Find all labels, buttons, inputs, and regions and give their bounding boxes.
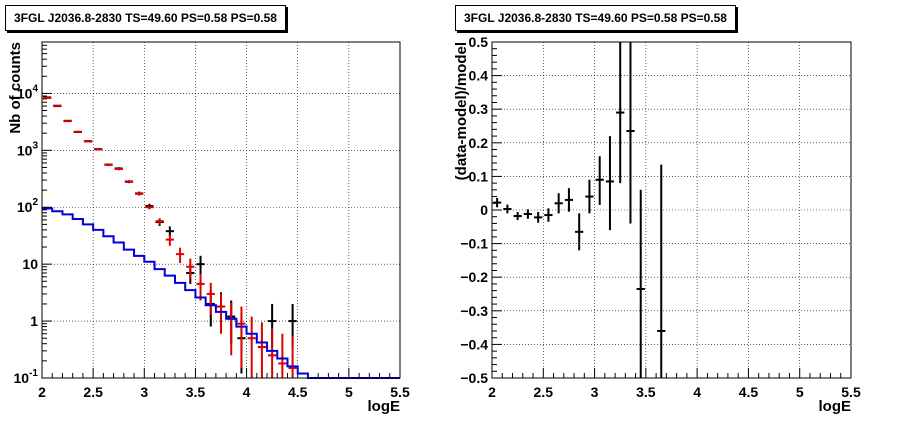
data-point [636, 189, 645, 378]
x-tick-label: 5.5 [390, 384, 410, 400]
chart-title-left: 3FGL J2036.8-2830 TS=49.60 PS=0.58 PS=0.… [5, 5, 286, 31]
model-point [145, 205, 154, 210]
model-point [135, 192, 144, 196]
x-tick-label: 3.5 [636, 384, 656, 400]
y-tick-label: 0.4 [469, 68, 489, 84]
x-tick-label: 4.5 [288, 384, 308, 400]
data-point [616, 42, 625, 184]
y-tick-label: 0.2 [469, 135, 489, 151]
model-point [83, 140, 93, 143]
y-tick-label: −0.4 [460, 336, 488, 352]
y-tick-label: 104 [17, 83, 39, 101]
data-point [575, 213, 584, 251]
data-point [493, 197, 502, 208]
y-tick-label: 0 [480, 202, 488, 218]
y-tick-label: 10-1 [14, 368, 39, 386]
y-tick-label: −0.5 [460, 370, 488, 386]
data-point [196, 255, 205, 275]
x-tick-label: 2.5 [83, 384, 103, 400]
model-point [175, 247, 185, 263]
model-point [53, 104, 62, 107]
x-axis-label: logE [819, 398, 852, 415]
x-tick-label: 3 [140, 384, 148, 400]
data-point [564, 188, 574, 212]
model-point [216, 293, 226, 334]
y-tick-label: 0.1 [469, 168, 489, 184]
x-tick-label: 4 [243, 384, 251, 400]
model-point [237, 306, 246, 368]
plot-frame [41, 41, 401, 379]
model-point [114, 167, 123, 171]
model-point [257, 322, 267, 378]
x-tick-label: 4 [693, 384, 701, 400]
y-tick-label: −0.1 [460, 236, 488, 252]
data-point [544, 208, 553, 222]
data-point [595, 156, 604, 205]
plot-frame [491, 41, 852, 379]
y-tick-label: −0.3 [460, 303, 488, 319]
x-tick-label: 3.5 [186, 384, 206, 400]
x-tick-label: 2 [38, 384, 46, 400]
data-point [626, 42, 635, 224]
data-point [523, 209, 533, 219]
data-point [554, 193, 563, 214]
x-tick-label: 2.5 [534, 384, 554, 400]
model-point [73, 130, 82, 133]
y-tick-label: 0.3 [469, 101, 489, 117]
chart-title-right: 3FGL J2036.8-2830 TS=49.60 PS=0.58 PS=0.… [455, 5, 736, 31]
x-tick-label: 5.5 [841, 384, 861, 400]
model-point [268, 328, 277, 378]
x-tick-label: 3 [591, 384, 599, 400]
x-tick-label: 5 [796, 384, 804, 400]
x-axis-label: logE [368, 398, 401, 415]
x-tick-label: 2 [488, 384, 496, 400]
data-point [585, 179, 594, 214]
model-point [124, 180, 134, 183]
y-tick-label: 102 [17, 197, 39, 215]
y-tick-label: −0.2 [460, 269, 488, 285]
y-axis-label: (data-model)/model [453, 42, 470, 180]
data-point [534, 212, 543, 223]
model-point [155, 218, 164, 225]
model-point [196, 274, 205, 301]
model-point [288, 335, 297, 378]
model-step-line [42, 207, 400, 379]
chart-title-left-text: 3FGL J2036.8-2830 TS=49.60 PS=0.58 PS=0.… [14, 11, 277, 25]
model-point [165, 234, 174, 246]
data-point [657, 164, 666, 378]
data-point [513, 212, 522, 221]
model-point [94, 148, 103, 151]
x-tick-label: 5 [345, 384, 353, 400]
x-tick-label: 4.5 [739, 384, 759, 400]
y-tick-label: 1 [30, 313, 38, 329]
residuals-plot: 2 2.5 3 3.5 4 4.5 5 5.5 −0.5 −0.4 −0.3 −0.2 −0.1 0 0.1… [453, 34, 861, 415]
y-tick-label: 0.5 [469, 34, 489, 50]
y-tick-label: 10 [22, 256, 38, 272]
model-point [63, 120, 72, 123]
model-point [278, 333, 287, 378]
model-point [186, 258, 195, 279]
model-point [104, 163, 113, 167]
model-point [227, 302, 236, 356]
model-point [247, 316, 256, 378]
y-axis-label: Nb of counts [7, 42, 24, 134]
data-point [503, 204, 512, 214]
y-tick-label: 103 [17, 140, 39, 158]
data-point [605, 136, 615, 231]
chart-title-right-text: 3FGL J2036.8-2830 TS=49.60 PS=0.58 PS=0.… [464, 11, 727, 25]
model-point [43, 97, 52, 100]
counts-plot: 2 2.5 3 3.5 4 4.5 5 5.5 10-1 1 10 102 103 104 logE Nb o… [7, 41, 410, 415]
model-point [206, 282, 215, 315]
